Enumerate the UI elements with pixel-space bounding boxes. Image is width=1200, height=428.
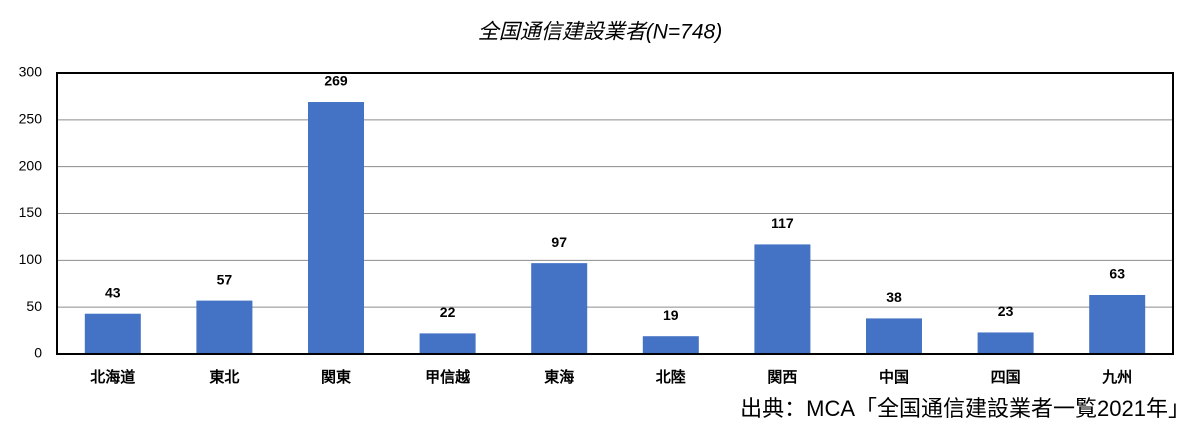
y-tick-label: 100 bbox=[19, 251, 43, 267]
y-tick-label: 50 bbox=[26, 298, 42, 314]
bar bbox=[84, 313, 141, 354]
source-note: 出典：MCA「全国通信建設業者一覧2021年」 bbox=[740, 396, 1190, 421]
x-tick-label: 東北 bbox=[209, 368, 239, 386]
y-tick-label: 0 bbox=[34, 345, 42, 361]
value-label: 117 bbox=[771, 215, 794, 231]
x-tick-label: 甲信越 bbox=[425, 368, 471, 386]
bar bbox=[419, 333, 476, 354]
value-label: 23 bbox=[998, 303, 1014, 319]
bar bbox=[308, 102, 364, 354]
bar bbox=[866, 318, 922, 354]
y-tick-label: 150 bbox=[19, 204, 43, 220]
x-tick-label: 東海 bbox=[544, 368, 574, 386]
chart-title: 全国通信建設業者(N=748) bbox=[478, 21, 722, 44]
x-tick-label: 関東 bbox=[321, 368, 351, 386]
value-label: 22 bbox=[440, 304, 456, 320]
x-tick-label: 九州 bbox=[1101, 368, 1132, 386]
y-tick-label: 300 bbox=[19, 64, 43, 80]
bar bbox=[977, 332, 1034, 354]
bar bbox=[754, 244, 811, 354]
y-tick-label: 250 bbox=[19, 111, 43, 127]
x-tick-label: 中国 bbox=[879, 368, 909, 386]
x-tick-label: 四国 bbox=[991, 369, 1021, 386]
value-label: 63 bbox=[1109, 266, 1125, 282]
bar bbox=[196, 300, 253, 354]
value-label: 97 bbox=[551, 234, 567, 250]
x-tick-label: 北海道 bbox=[90, 368, 135, 386]
value-label: 38 bbox=[886, 289, 902, 305]
value-label: 43 bbox=[105, 284, 121, 300]
bar bbox=[642, 336, 699, 354]
x-tick-label: 北陸 bbox=[656, 368, 686, 386]
value-label: 269 bbox=[324, 73, 348, 89]
x-tick-label: 関西 bbox=[767, 369, 797, 386]
bar bbox=[1089, 294, 1146, 354]
value-label: 57 bbox=[217, 271, 233, 287]
y-tick-label: 200 bbox=[19, 157, 43, 173]
value-label: 19 bbox=[663, 307, 679, 323]
bar bbox=[531, 263, 588, 354]
plot-frame bbox=[56, 72, 1174, 355]
